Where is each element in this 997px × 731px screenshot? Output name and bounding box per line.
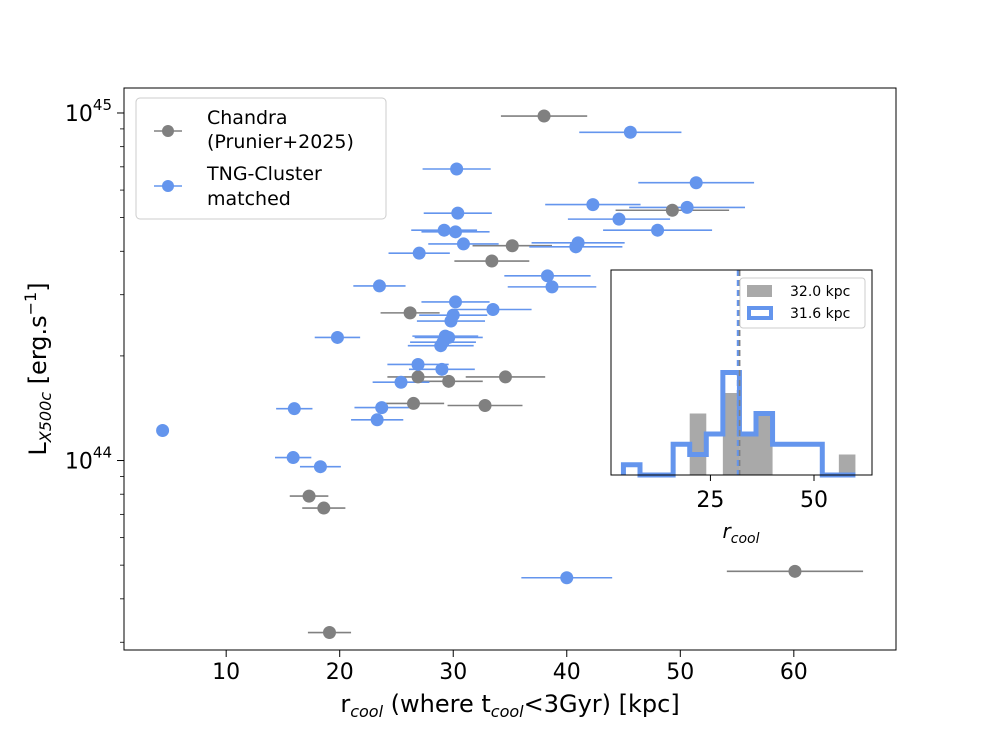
point-tng <box>287 402 301 416</box>
point-tng <box>286 451 300 465</box>
point-tng <box>545 280 559 294</box>
point-chandra <box>403 306 417 320</box>
point-tng <box>156 424 170 438</box>
point-tng <box>434 339 448 353</box>
inset-x-axis-label-main: r <box>723 519 733 543</box>
inset-medians <box>736 270 741 475</box>
inset-legend: 32.0 kpc 31.6 kpc <box>739 277 866 329</box>
inset-legend-swatch-chandra <box>747 285 772 297</box>
point-tng <box>449 225 463 239</box>
inset-frame <box>610 269 873 476</box>
x-tick-label: 30 <box>439 660 467 685</box>
hist-bar-chandra <box>739 434 756 475</box>
point-chandra <box>485 254 499 268</box>
x-tick-label: 10 <box>212 660 240 685</box>
y-axis-label-close: ] <box>24 282 52 291</box>
point-tng <box>450 162 464 176</box>
point-tng <box>375 401 389 415</box>
inset-x-tick-label: 25 <box>696 488 724 513</box>
point-tng <box>569 240 583 254</box>
point-chandra <box>442 374 456 388</box>
x-axis-label-main: r <box>340 690 350 718</box>
point-tng <box>456 237 470 251</box>
hist-bar-chandra <box>689 413 707 475</box>
point-tng <box>689 176 703 190</box>
hist-bar-chandra <box>756 413 773 475</box>
point-chandra <box>788 564 802 578</box>
point-tng <box>370 413 384 427</box>
point-tng <box>449 295 463 309</box>
point-tng <box>411 357 425 371</box>
point-tng <box>437 223 451 237</box>
y-axis-label: LX500c [erg.s−1] <box>21 282 55 455</box>
point-tng <box>612 212 626 226</box>
point-chandra <box>498 370 512 384</box>
x-tick-label: 40 <box>553 660 581 685</box>
legend-marker-chandra <box>162 125 174 137</box>
legend-label-tng-2: matched <box>207 188 291 210</box>
legend-label-tng-1: TNG-Cluster <box>206 163 322 185</box>
point-tng <box>560 571 574 585</box>
x-tick-label: 60 <box>780 660 808 685</box>
point-chandra <box>322 626 336 640</box>
x-axis-label-sub: cool <box>350 702 383 721</box>
main-axis-ticks: 10 20 30 40 50 60 1044 1045 <box>65 96 808 685</box>
point-tng <box>623 125 637 139</box>
point-chandra <box>411 370 425 384</box>
point-tng <box>412 246 426 260</box>
inset-x-tick-label: 50 <box>800 488 828 513</box>
inset-legend-label-tng: 31.6 kpc <box>790 306 850 322</box>
point-chandra <box>505 239 519 253</box>
inset-legend-label-chandra: 32.0 kpc <box>790 284 850 300</box>
y-axis-label-end: [erg.s <box>24 315 52 392</box>
inset-axis-ticks: 25 50 <box>696 475 828 513</box>
point-chandra <box>665 203 679 217</box>
legend: Chandra (Prunier+2025) TNG-Cluster match… <box>135 97 387 220</box>
legend-marker-tng <box>162 180 174 192</box>
hist-bar-chandra <box>722 393 740 475</box>
hist-bar-chandra <box>838 454 856 475</box>
point-tng <box>372 279 386 293</box>
x-axis-label: rcool (where tcool<3Gyr) [kpc] <box>340 690 679 721</box>
x-tick-label: 50 <box>666 660 694 685</box>
x-axis-label-end: <3Gyr) [kpc] <box>524 690 680 718</box>
y-axis-label-sup: −1 <box>21 292 40 316</box>
point-tng <box>330 330 344 344</box>
y-axis-label-sub: X500c <box>36 392 55 444</box>
y-tick-label: 1045 <box>65 96 112 127</box>
legend-box <box>135 97 387 220</box>
inset-histogram: 25 50 rcool 32.0 kpc 31.6 kpc <box>610 269 873 547</box>
inset-x-axis-label: rcool <box>723 519 760 547</box>
point-tng <box>486 302 500 316</box>
point-chandra <box>478 398 492 412</box>
x-axis-label-mid: (where t <box>383 690 491 718</box>
point-tng <box>651 223 665 237</box>
inset-legend-swatch-tng <box>747 306 773 320</box>
inset-x-axis-label-sub: cool <box>731 531 760 547</box>
point-chandra <box>317 501 331 515</box>
inset-bars <box>689 393 856 475</box>
legend-label-chandra-2: (Prunier+2025) <box>207 131 354 153</box>
point-chandra <box>302 489 316 503</box>
point-chandra <box>407 396 420 410</box>
y-axis-label-main: L <box>24 442 52 456</box>
main-points <box>156 109 802 640</box>
y-tick-label: 1044 <box>65 444 112 475</box>
point-tng <box>435 362 449 376</box>
legend-label-chandra-1: Chandra <box>207 107 288 129</box>
point-tng <box>680 200 694 214</box>
point-tng <box>540 269 554 283</box>
x-tick-label: 20 <box>326 660 354 685</box>
point-tng <box>313 460 327 474</box>
main-plot-frame <box>123 87 897 651</box>
point-tng <box>451 206 465 220</box>
point-tng <box>586 198 600 212</box>
point-tng <box>444 314 458 328</box>
x-axis-label-sub2: cool <box>491 702 524 721</box>
point-chandra <box>537 109 551 123</box>
point-tng <box>394 375 408 389</box>
